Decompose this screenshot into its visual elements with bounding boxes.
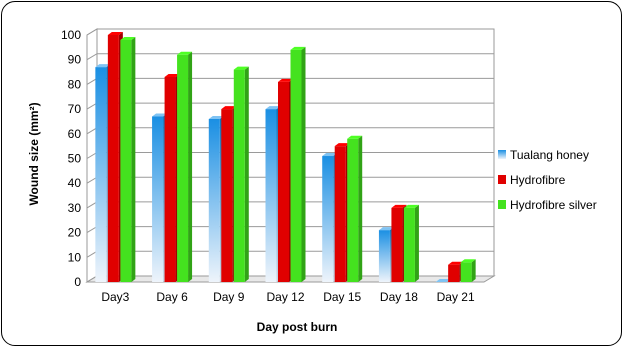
bar-hydrofibre-silver: [120, 36, 136, 282]
bar-side: [244, 66, 249, 282]
legend-label: Tualang honey: [510, 148, 589, 162]
bar-side: [414, 204, 419, 282]
bars: [95, 32, 476, 283]
x-tick-label: Day 6: [156, 290, 188, 304]
bar-top: [265, 106, 281, 110]
bar-front: [378, 230, 390, 282]
bar-side: [131, 36, 136, 282]
bar-hydrofibre-silver: [460, 259, 476, 282]
bar-top: [334, 143, 350, 147]
bar-side: [358, 135, 363, 282]
x-tick-labels: Day3 Day 6 Day 9 Day 12 Day 15 Day 18 Day 21: [101, 290, 475, 304]
bar-side: [188, 51, 193, 283]
x-tick-label: Day 15: [323, 290, 361, 304]
bar-front: [152, 116, 164, 282]
bar-hydrofibre-silver: [403, 204, 419, 282]
y-axis-title: Wound size (mm²): [27, 102, 41, 205]
bar-front: [208, 118, 220, 282]
bar-top: [460, 259, 476, 263]
bar-front: [460, 262, 472, 282]
x-tick-label: Day 21: [437, 290, 475, 304]
legend-label: Hydrofibre: [510, 173, 566, 187]
bar-top: [278, 78, 293, 82]
bar-top: [95, 64, 111, 68]
bar-front: [120, 39, 132, 282]
bar-front: [233, 69, 245, 282]
legend-label: Hydrofibre silver: [510, 198, 597, 212]
legend: Tualang honey Hydrofibre Hydrofibre silver: [498, 148, 597, 212]
bar-top: [347, 135, 363, 139]
bar-top: [152, 113, 168, 117]
bar-front: [107, 35, 119, 282]
x-tick-label: Day 12: [266, 290, 304, 304]
bar-top: [435, 279, 451, 282]
x-tick-label: Day 9: [213, 290, 245, 304]
bar-front: [290, 49, 302, 282]
y-tick-label: 90: [68, 53, 82, 67]
bar-front: [265, 109, 277, 282]
bar-front: [221, 109, 233, 282]
bar-tualang-honey: [435, 279, 451, 282]
bar-front: [164, 76, 176, 283]
gridline: [86, 28, 494, 36]
bar-top: [290, 46, 306, 50]
bar-hydrofibre-silver: [290, 46, 306, 282]
x-axis-title: Day post burn: [257, 320, 338, 334]
bar-front: [322, 156, 334, 282]
bar-front: [403, 207, 415, 282]
y-tick-label: 50: [68, 152, 82, 166]
bar-top: [208, 115, 224, 119]
bar-hydrofibre-silver: [347, 135, 363, 282]
y-tick-labels: 0 10 20 30 40 50 60 70 80 90 100: [61, 28, 81, 289]
bar-top: [107, 32, 123, 35]
bar-top: [221, 106, 237, 110]
legend-swatch: [498, 175, 506, 184]
bar-top: [391, 204, 407, 208]
x-tick-label: Day3: [101, 290, 129, 304]
bar-front: [391, 207, 403, 282]
y-tick-label: 80: [68, 77, 82, 91]
bar-front: [95, 67, 107, 282]
y-tick-label: 30: [68, 201, 82, 215]
bar-top: [322, 153, 338, 157]
bar-side: [471, 259, 476, 282]
y-tick-label: 100: [61, 28, 81, 42]
bar-top: [403, 204, 419, 208]
legend-swatch: [498, 150, 506, 159]
bar-top: [233, 66, 249, 70]
bar-front: [448, 264, 460, 282]
bar-top: [177, 51, 193, 55]
bar-front: [347, 138, 359, 282]
gridline: [86, 53, 494, 61]
bar-front: [334, 146, 346, 282]
legend-swatch: [498, 200, 506, 209]
y-tick-label: 20: [68, 226, 82, 240]
x-tick-label: Day 18: [380, 290, 418, 304]
bar-front: [278, 81, 289, 283]
y-tick-label: 0: [74, 275, 81, 289]
bar-top: [378, 227, 394, 231]
bar-top: [164, 73, 180, 77]
bar-hydrofibre-silver: [233, 66, 249, 282]
y-tick-label: 40: [68, 176, 82, 190]
y-tick-label: 70: [68, 102, 82, 116]
bar-side: [301, 46, 306, 282]
bar-front: [177, 54, 189, 283]
bar-top: [448, 261, 464, 265]
bar-top: [120, 36, 136, 40]
y-tick-label: 10: [68, 250, 82, 264]
bar-hydrofibre-silver: [177, 51, 193, 283]
y-tick-label: 60: [68, 127, 82, 141]
